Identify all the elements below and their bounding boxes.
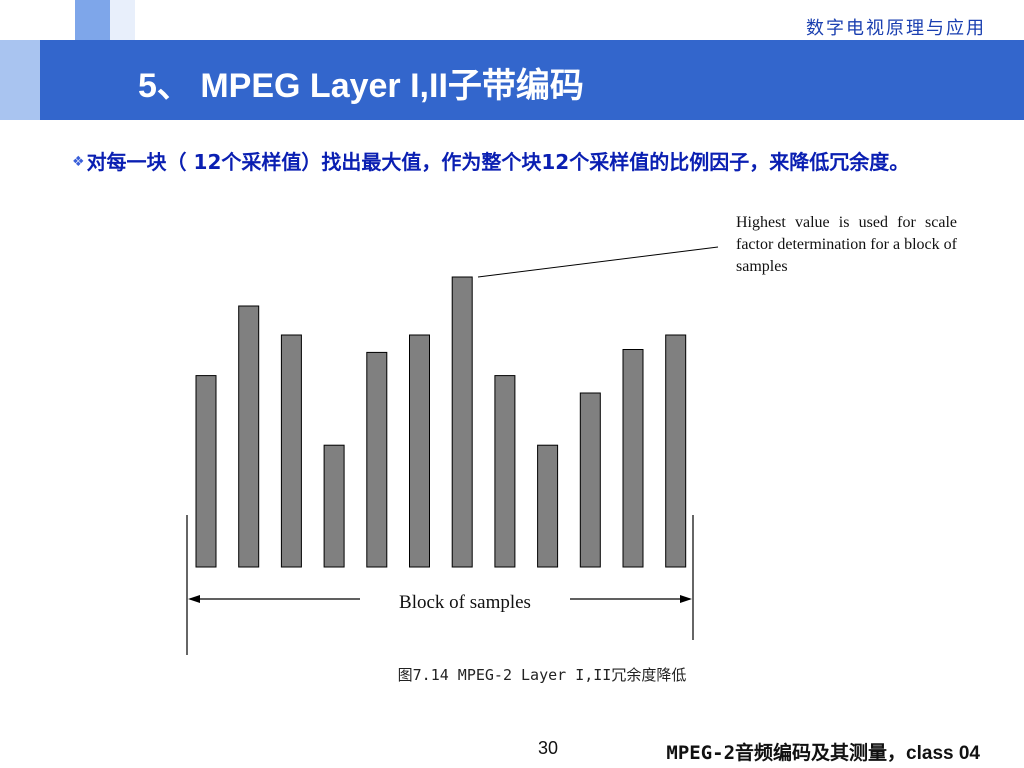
- sample-bar-6: [409, 334, 430, 568]
- sample-bar-8: [494, 375, 516, 568]
- bullet-text: 对每一块（ 12个采样值）找出最大值，作为整个块12个采样值的比例因子，来降低冗…: [86, 150, 910, 174]
- footer-class: class 04: [906, 743, 980, 764]
- page-number: 30: [538, 738, 559, 758]
- sample-bar-7: [451, 276, 473, 568]
- block-arrow-left-head: [188, 595, 200, 603]
- course-title: 数字电视原理与应用: [806, 18, 986, 39]
- sample-bar-1: [195, 375, 217, 568]
- footer-course-text: MPEG-2音频编码及其测量，class 04: [666, 738, 980, 765]
- sample-bar-11: [622, 349, 644, 568]
- figure-caption: 图7.14 MPEG-2 Layer I,II冗余度降低: [397, 666, 687, 684]
- sample-bar-12: [665, 334, 687, 568]
- annotation-leader-line: [477, 246, 719, 278]
- header-bar: [40, 40, 1024, 120]
- bullet-point: ❖ 对每一块（ 12个采样值）找出最大值，作为整个块12个采样值的比例因子，来降低…: [72, 146, 982, 181]
- header-decoration-square: [0, 80, 40, 120]
- diamond-bullet-icon: ❖: [72, 154, 85, 170]
- sample-bar-4: [323, 444, 345, 568]
- sample-bar-10: [579, 392, 601, 568]
- bars-group: [195, 276, 687, 568]
- sample-bar-9: [537, 444, 559, 568]
- block-arrow-right-head: [680, 595, 692, 603]
- slide-title: 5、 MPEG Layer I,II子带编码: [138, 67, 584, 105]
- sample-bar-3: [280, 334, 302, 568]
- block-of-samples-label: Block of samples: [360, 592, 570, 614]
- annotation-text: Highest value is used for scale factor d…: [736, 214, 957, 275]
- footer-course-name: MPEG-2音频编码及其测量，: [666, 742, 907, 764]
- sample-bar-2: [238, 305, 260, 568]
- sample-bar-5: [366, 351, 388, 568]
